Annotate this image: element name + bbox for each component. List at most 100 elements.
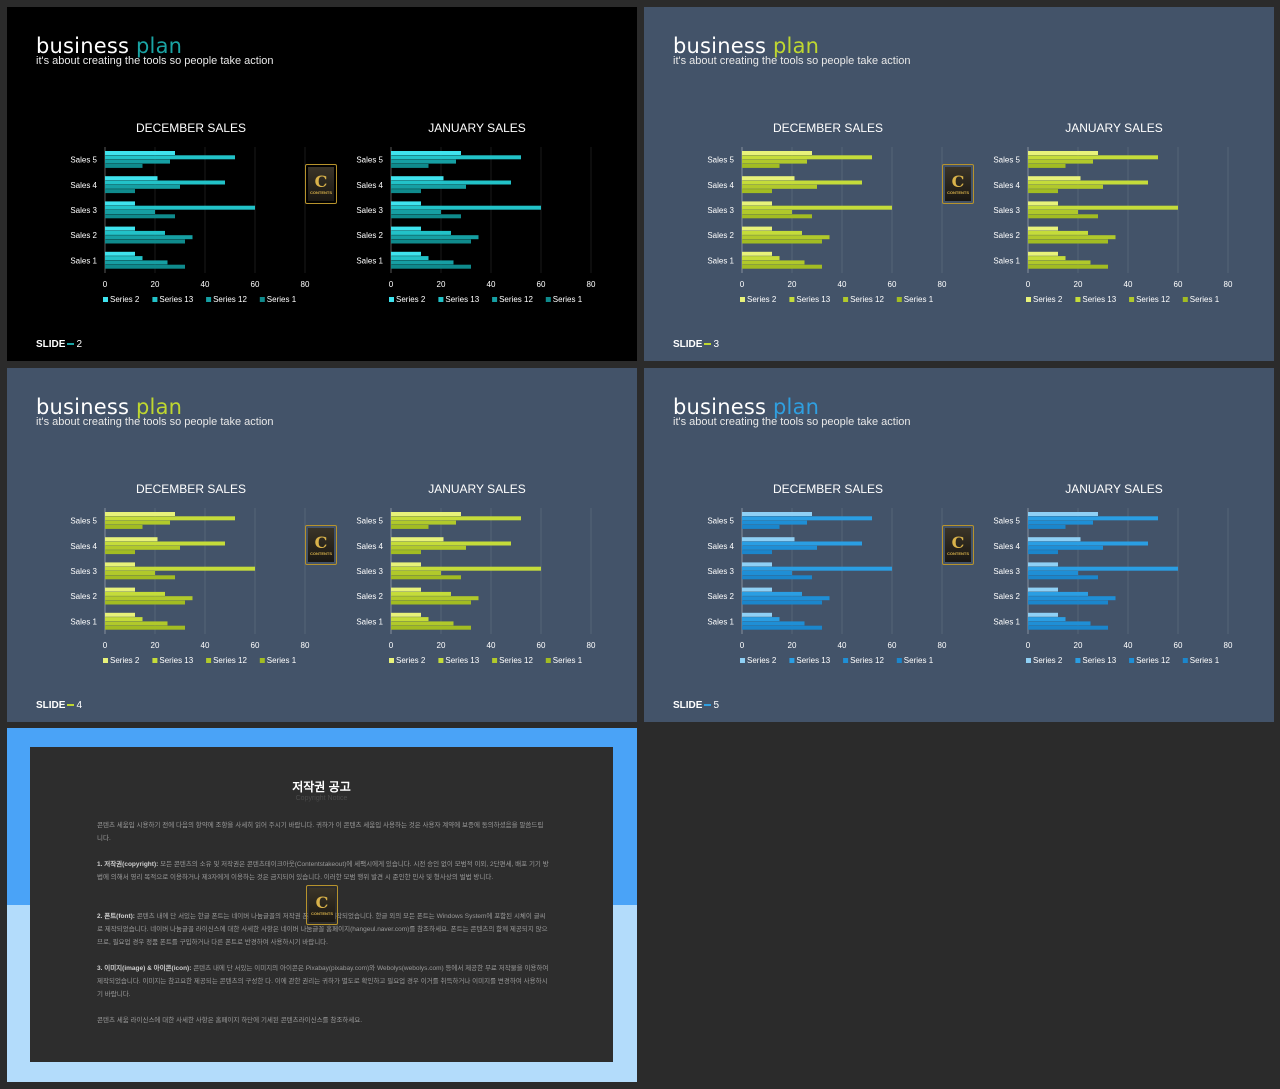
x-tick-label: 20	[437, 280, 446, 289]
bar	[105, 151, 175, 155]
x-tick-label: 0	[103, 280, 108, 289]
bar	[105, 571, 155, 575]
legend-label: Series 1	[904, 656, 934, 665]
bar	[742, 575, 812, 580]
x-tick-label: 80	[301, 280, 310, 289]
legend-label: Series 13	[159, 295, 193, 304]
copyright-title: 저작권 공고	[292, 780, 351, 794]
slide-3-thumbnail[interactable]: business plan it's about creating the to…	[644, 7, 1274, 361]
copyright-slide-thumbnail[interactable]: 저작권 공고 Copyright Notice 콘텐츠 세움입 시용하기 전에 …	[7, 728, 637, 1082]
slide-2-thumbnail[interactable]: business plan it's about creating the to…	[7, 7, 637, 361]
copyright-intro: 콘텐츠 세움입 시용하기 전에 다음의 항약에 조항을 사세히 읽어 주시기 바…	[97, 822, 544, 842]
bar	[742, 184, 817, 189]
bar	[105, 550, 135, 555]
category-label: Sales 4	[707, 542, 734, 551]
slide-subtitle: it's about creating the tools so people …	[36, 55, 274, 67]
legend-label: Series 12	[1136, 295, 1170, 304]
contents-logo-icon: C CONTENTS	[306, 885, 338, 925]
bar	[1028, 520, 1093, 525]
bar	[105, 264, 185, 269]
chart-title: DECEMBER SALES	[136, 121, 246, 135]
legend-swatch	[492, 297, 498, 302]
bar	[1028, 176, 1081, 181]
legend-label: Series 12	[1136, 656, 1170, 665]
bar	[1028, 256, 1066, 261]
bar	[105, 176, 158, 181]
x-tick-label: 20	[437, 641, 446, 650]
bar	[105, 600, 185, 605]
bar	[1028, 226, 1058, 231]
bar	[391, 600, 471, 605]
category-label: Sales 1	[70, 256, 97, 265]
footer-dash	[67, 704, 75, 707]
bar	[391, 571, 441, 575]
bar	[742, 541, 862, 546]
bar	[391, 180, 511, 185]
legend-label: Series 13	[796, 295, 830, 304]
x-tick-label: 0	[389, 641, 394, 650]
x-tick-label: 80	[587, 280, 596, 289]
bar	[742, 214, 812, 219]
bar	[105, 545, 180, 550]
bar	[105, 260, 168, 265]
legend-label: Series 1	[1190, 295, 1220, 304]
bar	[391, 621, 454, 626]
chart-title: JANUARY SALES	[1065, 121, 1163, 135]
x-tick-label: 0	[1026, 280, 1031, 289]
legend-swatch	[740, 297, 745, 302]
category-label: Sales 3	[993, 206, 1020, 215]
bar	[105, 226, 135, 231]
legend-label: Series 13	[1082, 656, 1116, 665]
bar	[742, 210, 792, 214]
slide-title: business plan	[36, 34, 183, 58]
chart-january-sales: JANUARY SALES 0 20 40 60 80 Sales 1 Sales 2 Sale…	[356, 482, 596, 665]
category-label: Sales 4	[993, 181, 1020, 190]
bar	[1028, 180, 1148, 185]
legend-swatch	[389, 658, 394, 663]
bar	[1028, 545, 1103, 550]
bar	[742, 596, 830, 601]
slide-footer: SLIDE 4	[36, 700, 83, 711]
bar	[391, 562, 421, 567]
legend-label: Series 1	[553, 656, 583, 665]
bar	[391, 260, 454, 265]
legend-label: Series 13	[796, 656, 830, 665]
bar	[1028, 625, 1108, 630]
bar	[742, 537, 795, 542]
category-label: Sales 2	[707, 592, 734, 601]
x-tick-label: 80	[301, 641, 310, 650]
copyright-panel: 저작권 공고 Copyright Notice 콘텐츠 세움입 시용하기 전에 …	[30, 747, 613, 1062]
bar	[391, 251, 421, 256]
legend-label: Series 2	[1033, 656, 1063, 665]
x-tick-label: 80	[938, 280, 947, 289]
slide-5-thumbnail[interactable]: business plan it's about creating the to…	[644, 368, 1274, 722]
copyright-outro: 콘텐츠 세움 라이신스에 대한 사세한 사항은 홈페이지 하단에 기세된 콘텐츠…	[97, 1017, 363, 1024]
bar	[1028, 163, 1066, 168]
x-tick-label: 40	[838, 641, 847, 650]
bar	[105, 596, 193, 601]
bar	[1028, 550, 1058, 555]
bar	[391, 575, 461, 580]
chart-title: DECEMBER SALES	[773, 482, 883, 496]
legend-swatch	[1026, 297, 1031, 302]
bar	[742, 180, 862, 185]
bar	[105, 180, 225, 185]
bar	[742, 545, 817, 550]
bar	[742, 230, 802, 235]
category-label: Sales 3	[993, 567, 1020, 576]
bar	[105, 625, 185, 630]
bar	[742, 205, 892, 210]
legend-swatch	[103, 297, 108, 302]
bar	[105, 562, 135, 567]
slide-4-thumbnail[interactable]: business plan it's about creating the to…	[7, 368, 637, 722]
bar	[742, 612, 772, 617]
legend-swatch	[896, 297, 902, 302]
category-label: Sales 3	[707, 206, 734, 215]
bar	[1028, 524, 1066, 529]
slide-title: business plan	[673, 395, 820, 419]
bar	[105, 155, 235, 160]
bar	[391, 159, 456, 164]
bar	[391, 512, 461, 516]
legend-swatch	[438, 658, 444, 663]
legend-label: Series 1	[267, 295, 297, 304]
